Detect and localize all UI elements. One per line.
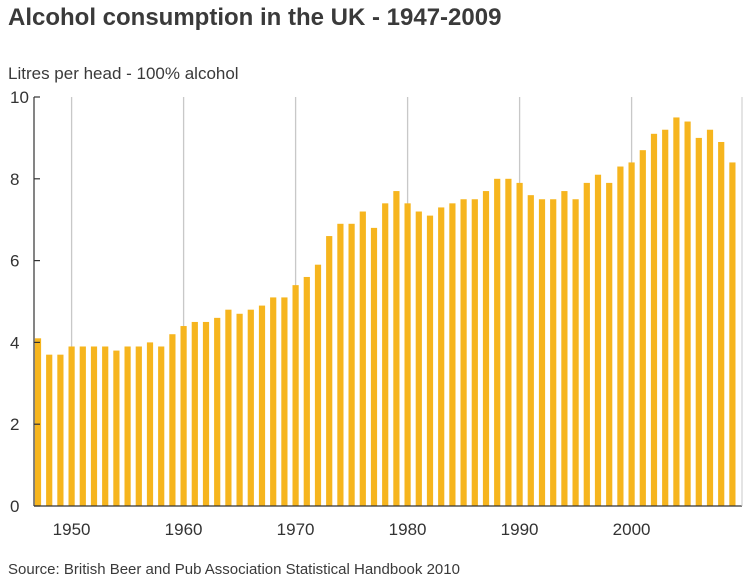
bar-1970 xyxy=(292,285,299,506)
bar-1980 xyxy=(404,203,411,506)
bar-2001 xyxy=(639,150,646,507)
y-tick-label-6: 6 xyxy=(10,252,19,271)
bar-1996 xyxy=(583,182,590,506)
bar-1950 xyxy=(68,346,75,506)
bar-1982 xyxy=(426,215,434,507)
bar-1998 xyxy=(606,182,613,506)
bar-1965 xyxy=(236,313,243,506)
bar-2008 xyxy=(718,141,725,507)
bar-1969 xyxy=(281,297,288,506)
bar-1964 xyxy=(225,309,232,506)
bar-2002 xyxy=(650,133,658,506)
x-tick-label-1990: 1990 xyxy=(501,520,539,539)
bar-1988 xyxy=(494,178,501,507)
bar-1976 xyxy=(359,211,366,506)
bar-1952 xyxy=(90,346,98,506)
bar-1949 xyxy=(57,354,64,506)
bar-2006 xyxy=(695,137,702,506)
bar-1977 xyxy=(370,227,378,506)
bar-1968 xyxy=(270,297,277,506)
bar-1999 xyxy=(617,166,624,506)
bar-1954 xyxy=(113,350,120,506)
bar-2004 xyxy=(673,117,680,506)
bar-1985 xyxy=(460,199,467,506)
bar-1947 xyxy=(34,338,42,506)
bar-1991 xyxy=(527,195,534,506)
bar-1974 xyxy=(337,223,344,507)
y-tick-label-2: 2 xyxy=(10,415,19,434)
bar-1987 xyxy=(482,191,490,506)
bar-2003 xyxy=(662,129,669,506)
x-tick-label-1980: 1980 xyxy=(389,520,427,539)
x-tick-label-2000: 2000 xyxy=(613,520,651,539)
chart-title: Alcohol consumption in the UK - 1947-200… xyxy=(8,4,502,31)
bar-1955 xyxy=(124,346,131,506)
bar-1994 xyxy=(561,191,568,506)
bar-1956 xyxy=(135,346,142,506)
bar-1973 xyxy=(326,236,333,506)
bar-1989 xyxy=(505,178,512,507)
axes xyxy=(33,96,743,507)
bar-1997 xyxy=(594,174,602,506)
bar-1966 xyxy=(247,309,254,506)
bar-2007 xyxy=(706,129,714,506)
tick-labels: 0 2 4 6 8 10 1950 1960 1970 1980 1990 2000 xyxy=(10,88,651,539)
y-axis-label: Litres per head - 100% alcohol xyxy=(8,64,239,83)
bar-1975 xyxy=(348,223,355,507)
bar-1961 xyxy=(191,321,198,506)
y-tick-label-4: 4 xyxy=(10,333,19,352)
bar-1948 xyxy=(46,354,53,506)
bar-1967 xyxy=(258,305,266,506)
bar-1984 xyxy=(449,203,456,506)
bar-1962 xyxy=(202,321,210,506)
bar-1995 xyxy=(572,199,579,506)
bar-1953 xyxy=(102,346,109,506)
bars xyxy=(34,117,736,507)
bar-1992 xyxy=(538,199,546,506)
bar-1958 xyxy=(158,346,165,506)
bar-1971 xyxy=(303,276,310,506)
source-note: Source: British Beer and Pub Association… xyxy=(8,561,460,578)
bar-1981 xyxy=(415,211,422,506)
bar-1979 xyxy=(393,191,400,506)
bar-1993 xyxy=(550,199,557,506)
bar-1959 xyxy=(169,334,176,506)
x-tick-label-1950: 1950 xyxy=(53,520,91,539)
bar-1972 xyxy=(314,264,322,506)
y-tick-label-10: 10 xyxy=(10,88,29,107)
bar-1960 xyxy=(180,326,187,506)
bar-1986 xyxy=(471,199,478,506)
bar-2000 xyxy=(628,162,635,506)
bar-1983 xyxy=(438,207,445,506)
bar-1990 xyxy=(516,182,523,506)
bar-2009 xyxy=(729,162,736,506)
x-tick-label-1970: 1970 xyxy=(277,520,315,539)
bar-1978 xyxy=(382,203,389,506)
y-tick-label-8: 8 xyxy=(10,170,19,189)
bar-1951 xyxy=(79,346,86,506)
bar-1957 xyxy=(146,342,154,506)
y-tick-label-0: 0 xyxy=(10,497,19,516)
bar-2005 xyxy=(684,121,691,506)
bar-1963 xyxy=(214,317,221,506)
x-tick-label-1960: 1960 xyxy=(165,520,203,539)
